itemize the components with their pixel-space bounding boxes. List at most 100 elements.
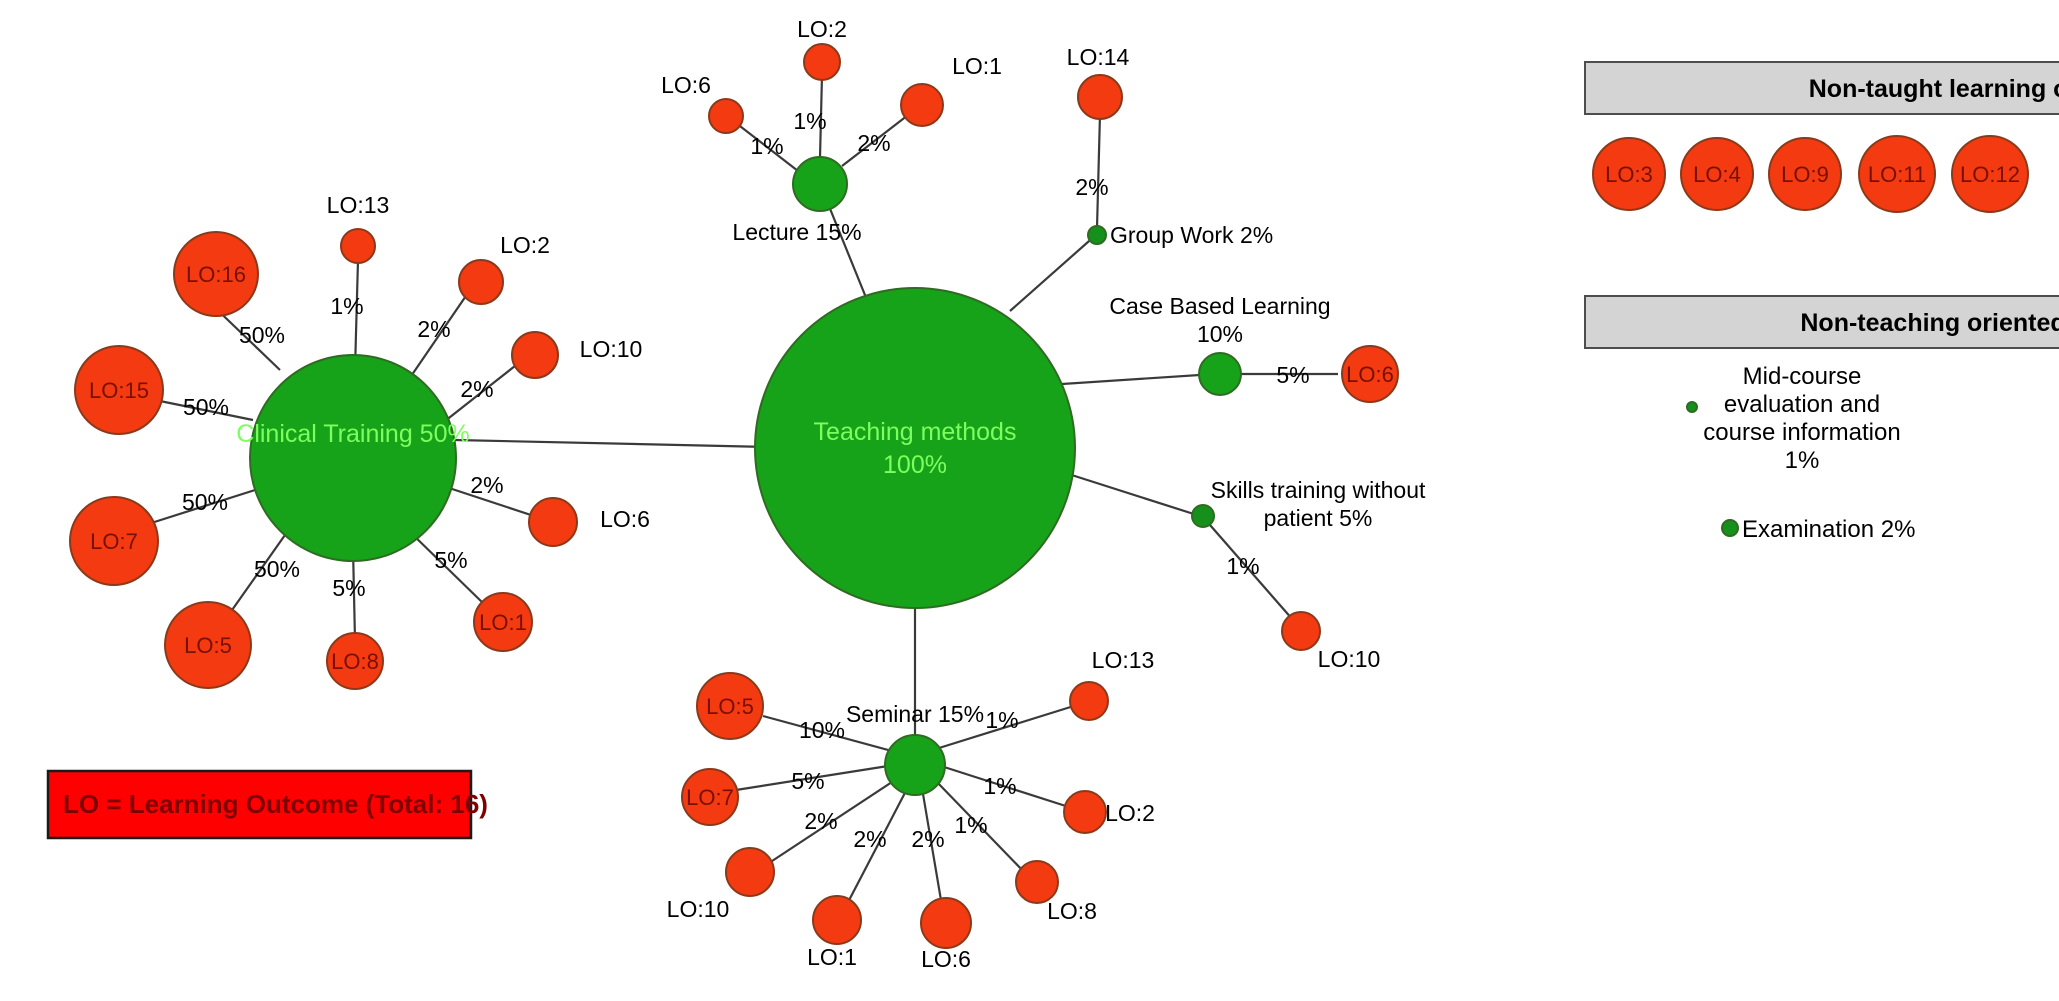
node-nontaught-lo9[interactable]: [1768, 137, 1842, 211]
node-nontaught-lo12[interactable]: [1951, 135, 2029, 213]
node-seminar-lo6[interactable]: [920, 897, 972, 949]
node-seminar-lo10-label: LO:10: [667, 896, 730, 922]
edge-weight-seminar-lo8: 1%: [954, 812, 987, 838]
edge-weight-seminar-lo5: 10%: [799, 717, 845, 743]
activity-mid-course-line2: evaluation and: [1724, 391, 1880, 418]
edge-clinical-lo2: [404, 289, 471, 386]
edge-clinical-lo6: [439, 483, 541, 520]
hub-clinical-training[interactable]: [249, 354, 457, 562]
edge-weight-clinical-lo6: 2%: [470, 472, 503, 498]
edge-seminar-lo8: [934, 779, 1028, 876]
edge-root-groupwork: [1009, 233, 1098, 312]
node-groupwork-lo14[interactable]: [1077, 74, 1123, 120]
node-lo13-label: LO:13: [327, 192, 390, 218]
node-cbl-lo6-label: LO:6: [1346, 362, 1394, 387]
node-lo5-label: LO:5: [184, 633, 232, 658]
node-seminar-lo1[interactable]: [812, 895, 862, 945]
edge-weight-seminar-lo2: 1%: [983, 773, 1016, 799]
cluster-case-based-learning: Case Based Learning 10% LO:6 5%: [1109, 293, 1399, 403]
node-lo5[interactable]: [164, 601, 252, 689]
edge-root-skills: [1055, 468, 1201, 518]
node-nontaught-lo3-label: LO:3: [1605, 162, 1653, 187]
cluster-lecture: Lecture 15% LO:6 LO:2 LO:1 1% 1% 2%: [661, 16, 1002, 245]
node-lo2[interactable]: [458, 259, 504, 305]
node-lecture-lo1[interactable]: [900, 83, 944, 127]
node-nontaught-lo4[interactable]: [1680, 137, 1754, 211]
lo-legend-text: LO = Learning Outcome (Total: 16): [63, 789, 488, 819]
edge-weight-cbl-lo6: 5%: [1276, 362, 1309, 388]
edge-weight-seminar-lo6: 2%: [911, 826, 944, 852]
edge-seminar-lo1: [844, 786, 909, 909]
node-lo15[interactable]: [74, 345, 164, 435]
edge-weight-lecture-lo2: 1%: [793, 108, 826, 134]
bullet-mid-course-evaluation[interactable]: [1686, 401, 1698, 413]
hub-seminar-label: Seminar 15%: [846, 701, 984, 727]
edge-weight-clinical-lo5: 50%: [254, 556, 300, 582]
hub-teaching-methods[interactable]: [754, 287, 1076, 609]
node-nontaught-lo11[interactable]: [1858, 135, 1936, 213]
node-lo2-label: LO:2: [500, 232, 550, 258]
edge-clinical-lo8: [351, 547, 357, 641]
node-seminar-lo5-label: LO:5: [706, 694, 754, 719]
lo-legend: LO = Learning Outcome (Total: 16): [46, 769, 488, 840]
root-node-group: Teaching methods 100%: [754, 287, 1076, 609]
bullet-examination[interactable]: [1721, 519, 1739, 537]
node-lo1[interactable]: [473, 592, 533, 652]
cluster-group-work: Group Work 2% LO:14 2%: [1067, 44, 1274, 248]
edge-weight-clinical-lo1: 5%: [434, 547, 467, 573]
node-seminar-lo7[interactable]: [681, 768, 739, 826]
hub-seminar[interactable]: [884, 734, 946, 796]
node-nontaught-lo11-label: LO:11: [1868, 162, 1926, 187]
edge-seminar-lo2: [940, 764, 1073, 810]
node-lecture-lo2-label: LO:2: [797, 16, 847, 42]
node-lecture-lo6-label: LO:6: [661, 72, 711, 98]
hub-lecture[interactable]: [792, 156, 848, 212]
node-lo13[interactable]: [340, 228, 376, 264]
cluster-clinical-training: Clinical Training 50% LO:16 LO:15 LO:7 L…: [69, 192, 650, 690]
edge-clinical-lo5: [224, 534, 286, 621]
edge-weight-clinical-lo10: 2%: [460, 376, 493, 402]
node-lo7-label: LO:7: [90, 529, 138, 554]
lo-legend-box: [46, 769, 473, 840]
node-skills-lo10-label: LO:10: [1318, 646, 1381, 672]
node-lecture-lo6[interactable]: [708, 98, 744, 134]
panel-non-teaching-header-box: [1584, 295, 2059, 349]
node-lo7[interactable]: [69, 496, 159, 586]
node-lo16[interactable]: [173, 231, 259, 317]
edge-root-cbl: [1061, 372, 1216, 386]
node-seminar-lo8[interactable]: [1015, 860, 1059, 904]
node-lo8[interactable]: [326, 632, 384, 690]
edge-weight-seminar-lo10: 2%: [804, 808, 837, 834]
edge-weight-clinical-lo15: 50%: [183, 394, 229, 420]
edge-weight-lecture-lo1: 2%: [857, 130, 890, 156]
hub-skills-training[interactable]: [1191, 504, 1215, 528]
node-lo1-label: LO:1: [479, 610, 527, 635]
node-lecture-lo2[interactable]: [803, 43, 841, 81]
node-lo6[interactable]: [528, 497, 578, 547]
edge-weight-groupwork-lo14: 2%: [1075, 174, 1108, 200]
node-seminar-lo8-label: LO:8: [1047, 898, 1097, 924]
node-seminar-lo7-label: LO:7: [686, 785, 734, 810]
node-seminar-lo5[interactable]: [696, 672, 764, 740]
node-seminar-lo13-label: LO:13: [1092, 647, 1155, 673]
edge-lecture-lo2: [818, 74, 824, 159]
cluster-skills-training: Skills training without patient 5% LO:10…: [1191, 477, 1426, 672]
node-lo15-label: LO:15: [89, 378, 149, 403]
node-seminar-lo10[interactable]: [725, 847, 775, 897]
hub-group-work[interactable]: [1087, 225, 1107, 245]
node-lecture-lo1-label: LO:1: [952, 53, 1002, 79]
node-nontaught-lo3[interactable]: [1592, 137, 1666, 211]
hub-clinical-training-label: Clinical Training 50%: [236, 420, 469, 448]
node-skills-lo10[interactable]: [1281, 611, 1321, 651]
node-lo8-label: LO:8: [331, 649, 379, 674]
node-lo10[interactable]: [511, 331, 559, 379]
activity-mid-course-line3: course information: [1703, 419, 1900, 446]
node-seminar-lo2-label: LO:2: [1105, 800, 1155, 826]
hub-case-based-learning[interactable]: [1198, 352, 1242, 396]
edge-weight-clinical-lo7: 50%: [182, 489, 228, 515]
node-cbl-lo6[interactable]: [1341, 345, 1399, 403]
node-seminar-lo2[interactable]: [1063, 790, 1107, 834]
node-seminar-lo13[interactable]: [1069, 681, 1109, 721]
root-edges: [454, 183, 1216, 740]
node-nontaught-lo12-label: LO:12: [1960, 162, 2020, 187]
